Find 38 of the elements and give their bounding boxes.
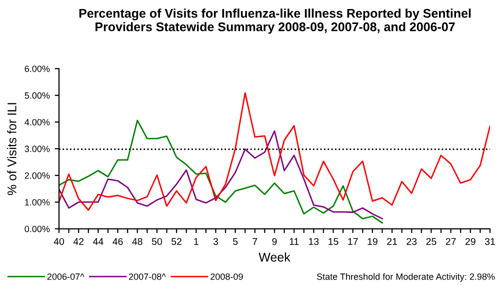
chart-title: Percentage of Visits for Influenza-like Illness Reported by Sentinel Providers Statewide Summary 2008-09, 2007-08, and 2006-07 <box>79 8 471 34</box>
x-tick-label: 21 <box>387 238 397 245</box>
legend-label: 2008-09 <box>210 273 243 280</box>
x-tick-label: 29 <box>465 238 476 245</box>
x-tick-label: 19 <box>368 238 378 245</box>
x-tick-label: 31 <box>484 238 495 245</box>
y-tick-label: 6.00% <box>24 66 50 72</box>
y-axis-title: % of Visits for ILI <box>7 103 16 196</box>
y-tick-label: 5.00% <box>24 92 50 99</box>
x-tick-label: 44 <box>93 238 104 245</box>
x-axis-title: Week <box>258 252 290 262</box>
y-tick-label: 4.00% <box>24 118 50 126</box>
x-tick-label: 46 <box>112 238 123 245</box>
x-tick-label: 5 <box>233 238 238 245</box>
x-tick-label: 25 <box>426 238 436 245</box>
x-tick-label: 15 <box>328 238 338 245</box>
line-series <box>59 92 490 211</box>
x-tick-label: 40 <box>54 238 64 245</box>
x-tick-label: 7 <box>252 238 258 245</box>
x-tick-label: 52 <box>172 238 182 245</box>
y-tick-label: 0.00% <box>24 226 50 232</box>
y-tick-label: 3.00% <box>24 146 50 152</box>
x-tick-label: 11 <box>290 238 299 245</box>
x-tick-label: 17 <box>348 238 358 245</box>
x-tick-label: 9 <box>272 238 277 245</box>
x-tick-label: 50 <box>152 238 162 245</box>
x-tick-label: 3 <box>213 238 218 245</box>
x-tick-label: 27 <box>446 238 456 245</box>
y-tick-label: 2.00% <box>24 172 50 179</box>
legend-label: 2007-08^ <box>129 273 166 280</box>
legend-label: 2006-07^ <box>47 273 84 280</box>
x-tick-label: 48 <box>132 238 142 245</box>
x-tick-label: 1 <box>194 238 198 245</box>
x-tick-label: 13 <box>309 238 319 245</box>
text: State Threshold for Moderate Activity: 2.98% <box>316 273 495 282</box>
x-tick-label: 23 <box>406 238 417 245</box>
x-tick-label: 42 <box>73 238 84 245</box>
y-tick-label: 1.00% <box>25 199 50 206</box>
